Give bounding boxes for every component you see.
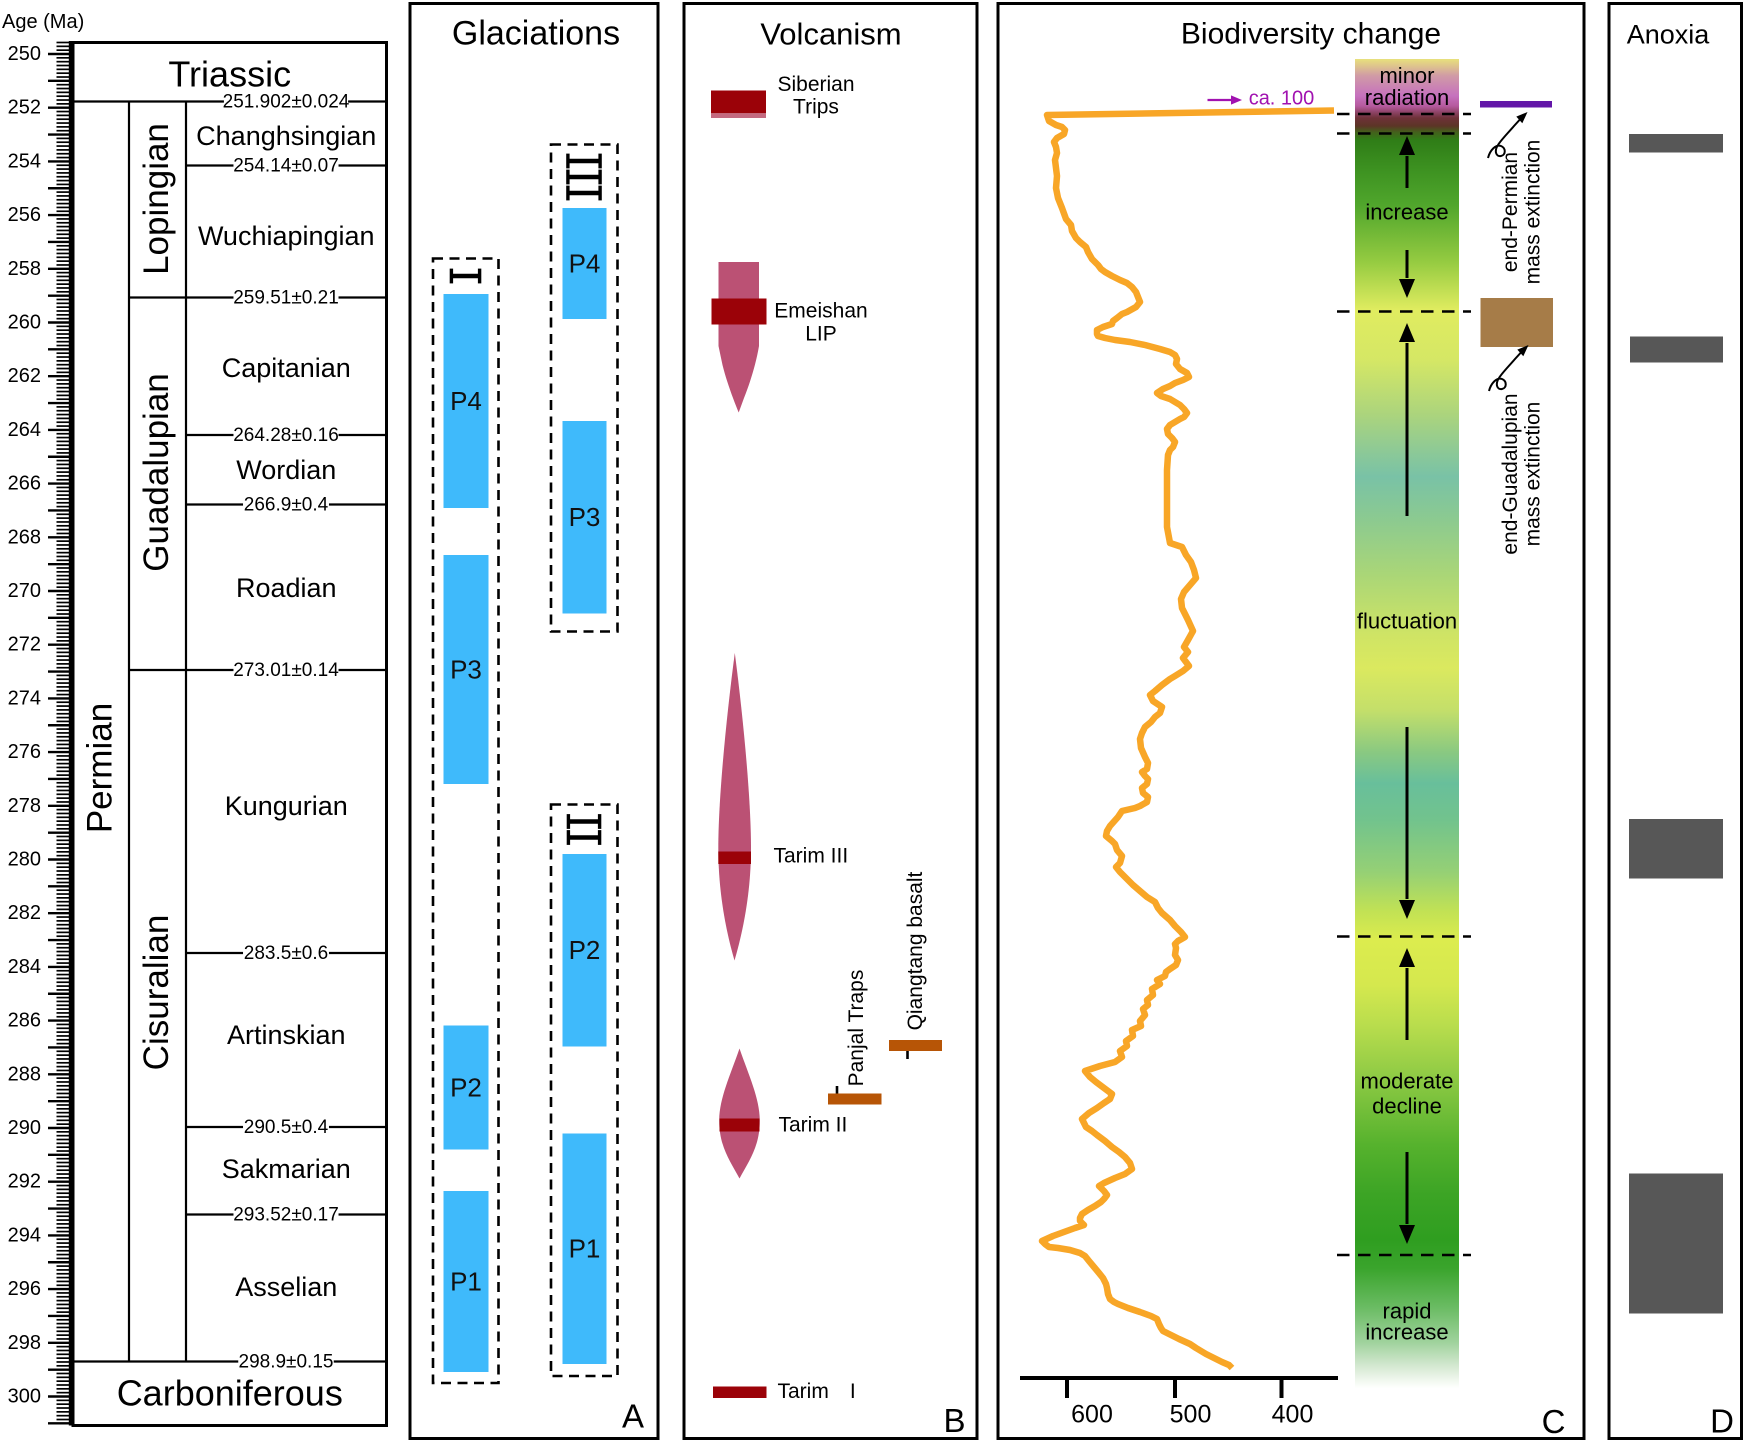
- svg-text:258: 258: [8, 258, 41, 280]
- svg-text:Biodiversity change: Biodiversity change: [1181, 18, 1441, 51]
- svg-text:end-Guadalupian: end-Guadalupian: [1499, 393, 1522, 554]
- svg-text:250: 250: [8, 43, 41, 65]
- svg-text:Kungurian: Kungurian: [225, 791, 348, 821]
- svg-text:Age (Ma): Age (Ma): [2, 11, 84, 33]
- svg-text:P2: P2: [569, 935, 601, 965]
- svg-text:Asselian: Asselian: [235, 1272, 337, 1302]
- svg-text:Trips: Trips: [793, 96, 839, 119]
- svg-text:C: C: [1542, 1403, 1566, 1440]
- svg-text:298: 298: [8, 1332, 41, 1354]
- svg-text:fluctuation: fluctuation: [1357, 609, 1457, 634]
- svg-text:256: 256: [8, 204, 41, 226]
- svg-text:Sakmarian: Sakmarian: [222, 1154, 351, 1184]
- svg-text:262: 262: [8, 365, 41, 387]
- svg-text:Tarim III: Tarim III: [774, 845, 849, 868]
- svg-text:Changhsingian: Changhsingian: [196, 121, 376, 151]
- svg-text:moderate: moderate: [1361, 1069, 1454, 1094]
- svg-text:Lopingian: Lopingian: [137, 123, 176, 275]
- svg-text:300: 300: [8, 1386, 41, 1408]
- svg-text:A: A: [622, 1398, 644, 1435]
- svg-text:500: 500: [1170, 1401, 1212, 1429]
- svg-text:Wuchiapingian: Wuchiapingian: [198, 221, 375, 251]
- svg-text:293.52±0.17: 293.52±0.17: [233, 1205, 339, 1226]
- svg-text:276: 276: [8, 741, 41, 763]
- svg-text:290: 290: [8, 1117, 41, 1139]
- svg-text:400: 400: [1272, 1401, 1314, 1429]
- svg-text:272: 272: [8, 634, 41, 656]
- svg-text:273.01±0.14: 273.01±0.14: [233, 660, 339, 681]
- svg-text:284: 284: [8, 956, 41, 978]
- svg-text:radiation: radiation: [1365, 85, 1449, 110]
- svg-text:mass extinction: mass extinction: [1522, 140, 1545, 285]
- svg-text:260: 260: [8, 312, 41, 334]
- svg-text:Tarim II: Tarim II: [779, 1114, 848, 1137]
- svg-text:Triassic: Triassic: [168, 54, 291, 95]
- svg-text:259.51±0.21: 259.51±0.21: [233, 288, 339, 309]
- svg-text:Wordian: Wordian: [236, 455, 336, 485]
- svg-text:P4: P4: [450, 386, 482, 416]
- svg-text:ca. 100: ca. 100: [1249, 88, 1315, 110]
- svg-text:266.9±0.4: 266.9±0.4: [244, 495, 329, 516]
- svg-text:rapid: rapid: [1383, 1299, 1432, 1324]
- svg-text:minor: minor: [1379, 63, 1434, 88]
- svg-text:P1: P1: [569, 1234, 601, 1264]
- svg-text:Volcanism: Volcanism: [760, 17, 901, 52]
- svg-text:P4: P4: [569, 249, 601, 279]
- svg-text:254: 254: [8, 150, 41, 172]
- svg-text:264.28±0.16: 264.28±0.16: [233, 425, 339, 446]
- svg-text:LIP: LIP: [805, 323, 837, 346]
- svg-text:mass extinction: mass extinction: [1522, 402, 1545, 547]
- svg-text:Panjal Traps: Panjal Traps: [845, 970, 868, 1087]
- svg-text:D: D: [1710, 1402, 1734, 1439]
- svg-text:298.9±0.15: 298.9±0.15: [239, 1352, 334, 1373]
- svg-text:P3: P3: [569, 502, 601, 532]
- svg-text:278: 278: [8, 795, 41, 817]
- svg-text:P2: P2: [450, 1073, 482, 1103]
- svg-text:Roadian: Roadian: [236, 573, 337, 603]
- svg-text:Tarim I: Tarim I: [778, 1380, 856, 1403]
- svg-text:282: 282: [8, 902, 41, 924]
- svg-text:Artinskian: Artinskian: [227, 1020, 346, 1050]
- svg-text:Siberian: Siberian: [777, 73, 854, 96]
- svg-text:283.5±0.6: 283.5±0.6: [244, 943, 328, 964]
- svg-text:increase: increase: [1365, 200, 1448, 225]
- svg-text:270: 270: [8, 580, 41, 602]
- svg-text:Capitanian: Capitanian: [222, 353, 351, 383]
- svg-text:288: 288: [8, 1063, 41, 1085]
- svg-text:268: 268: [8, 526, 41, 548]
- svg-text:Anoxia: Anoxia: [1627, 20, 1711, 50]
- svg-text:Qiangtang basalt: Qiangtang basalt: [904, 871, 927, 1030]
- svg-text:600: 600: [1071, 1401, 1113, 1429]
- svg-text:296: 296: [8, 1278, 41, 1300]
- svg-text:B: B: [943, 1402, 965, 1439]
- svg-text:280: 280: [8, 849, 41, 871]
- svg-text:P1: P1: [450, 1267, 482, 1297]
- svg-text:290.5±0.4: 290.5±0.4: [244, 1117, 329, 1138]
- svg-text:Permian: Permian: [81, 703, 120, 833]
- svg-text:292: 292: [8, 1171, 41, 1193]
- svg-text:Guadalupian: Guadalupian: [137, 373, 176, 572]
- svg-text:274: 274: [8, 687, 41, 709]
- svg-text:264: 264: [8, 419, 41, 441]
- svg-text:266: 266: [8, 473, 41, 495]
- svg-text:P3: P3: [450, 655, 482, 685]
- svg-text:Carboniferous: Carboniferous: [117, 1373, 343, 1414]
- svg-text:decline: decline: [1372, 1094, 1442, 1119]
- svg-text:254.14±0.07: 254.14±0.07: [233, 156, 339, 177]
- svg-text:Emeishan: Emeishan: [774, 300, 867, 323]
- svg-text:increase: increase: [1365, 1320, 1448, 1345]
- svg-text:294: 294: [8, 1224, 41, 1246]
- svg-text:Cisuralian: Cisuralian: [137, 915, 176, 1071]
- svg-text:252: 252: [8, 97, 41, 119]
- svg-text:286: 286: [8, 1010, 41, 1032]
- svg-text:end-Permian: end-Permian: [1499, 152, 1522, 272]
- svg-text:251.902±0.024: 251.902±0.024: [223, 92, 350, 113]
- svg-text:Glaciations: Glaciations: [452, 15, 620, 53]
